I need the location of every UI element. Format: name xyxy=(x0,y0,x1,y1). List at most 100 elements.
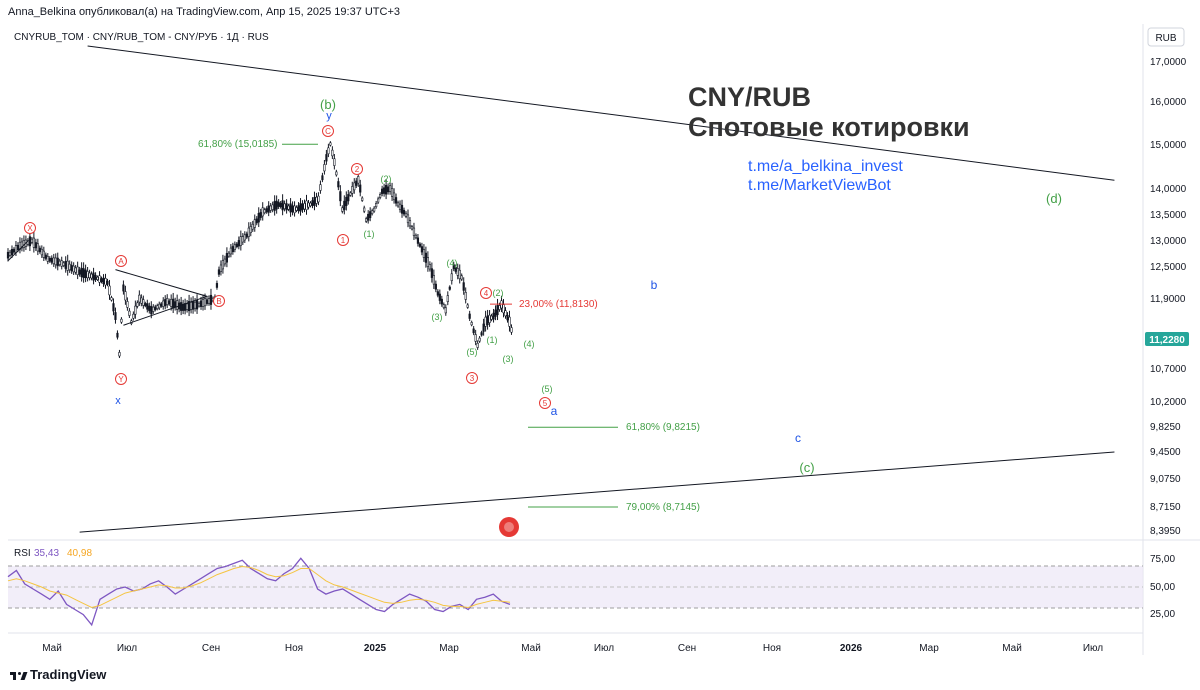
candle-body xyxy=(255,218,258,224)
candle-body xyxy=(297,205,300,212)
wave-label-red-circle xyxy=(322,125,334,137)
candle-body xyxy=(273,201,276,211)
candle-body xyxy=(313,197,316,206)
candle-body xyxy=(347,194,350,202)
candle-body xyxy=(394,197,398,204)
main-plot-area[interactable] xyxy=(8,24,1143,538)
candle-body xyxy=(152,306,155,312)
candle-body xyxy=(341,207,344,212)
candle-body xyxy=(239,236,242,246)
candle-body xyxy=(295,207,298,211)
alert-circle-icon[interactable] xyxy=(499,517,519,537)
current-price-label: 11,2280 xyxy=(1149,335,1185,346)
candle-body xyxy=(34,242,37,249)
wave-label-red: 3 xyxy=(470,374,475,383)
candle-body xyxy=(442,304,445,308)
wave-label-red: 5 xyxy=(543,399,548,408)
candle-body xyxy=(58,260,61,265)
tradingview-logo[interactable]: TradingView xyxy=(10,667,106,682)
candle-body xyxy=(186,303,189,310)
candle-body xyxy=(305,200,308,211)
candle-body xyxy=(289,203,292,213)
overlay-link-2[interactable]: t.me/MarketViewBot xyxy=(748,177,891,194)
candle-body xyxy=(456,268,459,276)
rsi-tick-label: 25,00 xyxy=(1150,609,1175,620)
candle-body xyxy=(486,315,489,326)
candle-body xyxy=(72,265,75,273)
price-tick-label: 11,9000 xyxy=(1150,294,1186,305)
time-axis[interactable]: Май Июл Сен Ноя 2025 Мар Май Июл Сен Ноя 2026 Мар Ма… xyxy=(42,643,1103,654)
candle-body xyxy=(156,305,159,309)
candle-body xyxy=(426,257,429,267)
candle-body xyxy=(116,332,119,338)
candle-body xyxy=(444,307,447,314)
fib-level-label: 61,80% (15,0185) xyxy=(198,139,278,150)
wave-label-red: A xyxy=(118,257,124,266)
candle-body xyxy=(307,202,310,208)
candle-body xyxy=(28,236,31,247)
candle-body xyxy=(424,252,428,263)
candle-body xyxy=(396,202,400,207)
candle-body xyxy=(233,244,236,250)
candle-body xyxy=(38,247,41,252)
candle-body xyxy=(241,236,244,243)
candle-body xyxy=(359,184,362,193)
candle-body xyxy=(8,251,12,256)
price-tick-label: 15,0000 xyxy=(1150,140,1187,151)
candle-body xyxy=(454,267,457,272)
price-axis[interactable]: 17,0000 16,0000 15,0000 14,0000 13,5000 13,00… xyxy=(1150,57,1187,537)
currency-badge[interactable] xyxy=(1147,27,1185,47)
currency-badge-label: RUB xyxy=(1155,33,1176,44)
candle-body xyxy=(498,305,501,310)
candle-body xyxy=(42,250,45,258)
candle-body xyxy=(92,272,95,281)
overlay-link-1[interactable]: t.me/a_belkina_invest xyxy=(748,158,903,175)
candle-body xyxy=(193,301,197,309)
wave-label-green: (5) xyxy=(467,347,478,357)
fib-level-label: 61,80% (9,8215) xyxy=(626,422,700,433)
candle-body xyxy=(259,212,262,218)
candle-body xyxy=(468,313,471,319)
candle-body xyxy=(80,267,83,278)
wave-label-blue: c xyxy=(795,431,801,445)
candle-body xyxy=(265,208,268,213)
candle-body xyxy=(134,305,137,315)
wave-label-green: (2) xyxy=(493,288,504,298)
triangle-pattern xyxy=(115,269,209,326)
candle-body xyxy=(66,260,69,271)
wave-label-blue: b xyxy=(651,278,658,292)
candle-body xyxy=(365,218,368,222)
wave-label-red-circle xyxy=(466,372,478,384)
candle-body xyxy=(48,257,51,262)
time-tick-label: 2026 xyxy=(840,643,863,654)
time-tick-label: Сен xyxy=(202,643,220,654)
candle-body xyxy=(438,293,441,301)
trend-line[interactable] xyxy=(87,45,1115,181)
candle-body xyxy=(472,328,475,334)
fib-level-label: 23,00% (11,8130) xyxy=(519,299,598,310)
candle-body xyxy=(319,184,322,191)
candle-body xyxy=(126,301,129,308)
candle-body xyxy=(229,247,232,255)
candle-body xyxy=(74,267,77,273)
price-tick-label: 10,2000 xyxy=(1150,397,1187,408)
price-tick-label: 9,0750 xyxy=(1150,474,1181,485)
fib-level-label: 79,00% (8,7145) xyxy=(626,502,700,513)
trend-line[interactable] xyxy=(79,451,1115,533)
candle-body xyxy=(146,303,149,310)
candle-body xyxy=(508,316,511,327)
candle-body xyxy=(64,260,67,269)
candle-body xyxy=(386,186,390,193)
wave-label-red-circle xyxy=(337,234,349,246)
candle-body xyxy=(494,309,497,317)
candle-body xyxy=(458,269,461,279)
time-tick-label: Мар xyxy=(439,643,459,654)
wave-label-red-circle xyxy=(213,295,225,307)
price-tick-label: 12,5000 xyxy=(1150,262,1187,273)
wave-label-green: (5) xyxy=(542,384,553,394)
trend-lines xyxy=(79,45,1115,533)
candle-body xyxy=(484,316,487,327)
candle-body xyxy=(160,303,163,307)
candle-body xyxy=(144,303,147,307)
